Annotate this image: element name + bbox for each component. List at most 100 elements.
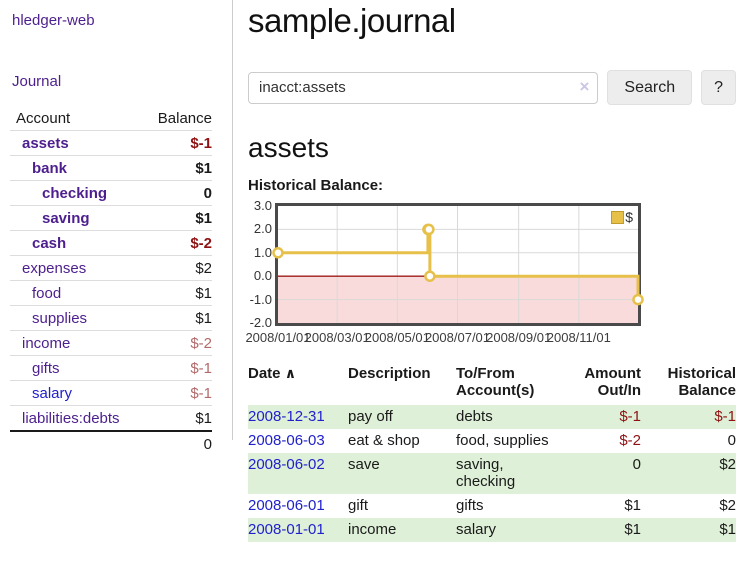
account-balance: $-2 [190,235,212,252]
historical-line1: Historical [667,365,736,382]
accounts-total-row: 0 [10,431,212,456]
txn-description: pay off [348,405,456,429]
accounts-table: Account Balance assets $-1 bank $1 check… [10,106,212,456]
txn-accounts: food, supplies [456,432,549,449]
legend-label: $ [625,209,633,225]
register-header-tofrom: To/From Account(s) [456,363,561,405]
account-link-salary[interactable]: salary [32,385,73,402]
tofrom-line1: To/From [456,365,515,382]
register-header-date[interactable]: Date ∧ [248,363,348,405]
historical-line2: Balance [678,382,736,399]
txn-date-link[interactable]: 2008-01-01 [248,521,325,538]
search-box: × [248,71,599,104]
account-heading: assets [248,132,329,163]
table-row: 2008-06-03 eat & shop food, supplies $-2… [248,429,736,453]
page-title: sample.journal [248,2,456,39]
table-row: salary $-1 [10,380,212,406]
account-balance: $1 [195,210,212,227]
register-header-description: Description [348,365,431,382]
account-link-supplies[interactable]: supplies [32,310,88,327]
txn-amount: $-2 [619,432,641,449]
y-axis-tick-label: -1.0 [249,291,272,307]
chart-label: Historical Balance: [248,177,384,194]
account-link-saving[interactable]: saving [42,210,90,227]
register-header-row: Date ∧ Description To/From Account(s) Am… [248,363,736,405]
accounts-header-row: Account Balance [10,106,212,131]
txn-description: income [348,518,456,542]
txn-date-link[interactable]: 2008-06-02 [248,456,325,473]
account-link-checking[interactable]: checking [42,185,108,202]
account-balance: $1 [195,285,212,302]
x-axis-tick-label: 2008/07/01 [424,330,491,345]
txn-date-link[interactable]: 2008-12-31 [248,408,325,425]
y-axis-tick-label: 1.0 [253,244,272,260]
account-link-bank[interactable]: bank [32,160,68,177]
txn-accounts: salary [456,518,561,542]
app-title-link[interactable]: hledger-web [12,12,95,29]
search-form: × Search ? [248,70,736,105]
table-row: checking 0 [10,180,212,206]
help-button[interactable]: ? [701,70,736,105]
sidebar-item-journal[interactable]: Journal [12,73,62,90]
search-button[interactable]: Search [607,70,693,105]
accounts-header-account: Account [16,110,71,127]
table-row: supplies $1 [10,305,212,331]
y-axis-tick-label: 0.0 [253,268,272,284]
account-link-expenses[interactable]: expenses [22,260,87,277]
x-axis-tick-label: 2008/09/01 [486,330,552,345]
search-input[interactable] [248,71,599,104]
txn-amount: $-1 [561,405,641,429]
account-link-assets[interactable]: assets [22,135,69,152]
txn-balance: $2 [719,497,736,514]
tofrom-line2: Account(s) [456,382,535,399]
historical-balance-chart: $ 3.0 2.0 1.0 0.0 -1.0 -2.0 2008/01/01 2008/03/… [245,198,668,346]
chart-legend: $ [611,209,633,225]
table-row: assets $-1 [10,130,212,156]
chart-canvas [272,206,644,323]
table-row: 2008-06-01 gift gifts $1 $2 [248,494,736,518]
accounts-header-balance: Balance [157,110,212,127]
sidebar: hledger-web Journal Account Balance asse… [0,0,233,466]
table-row: liabilities:debts $1 [10,405,212,432]
x-axis-tick-label: 2008/05/01 [364,330,430,345]
account-balance: $-2 [190,335,212,352]
account-link-gifts[interactable]: gifts [32,360,60,377]
table-row: food $1 [10,280,212,306]
txn-date-link[interactable]: 2008-06-01 [248,497,325,514]
txn-amount: $1 [561,518,641,542]
x-axis-tick-label: 2008/11/01 [546,330,611,345]
main-content: sample.journal × Search ? assets Histori… [245,0,736,542]
txn-balance: $1 [641,518,736,542]
account-balance: $1 [195,160,212,177]
table-row: 2008-12-31 pay off debts $-1 $-1 [248,405,736,429]
sidebar-divider [232,0,233,440]
account-link-food[interactable]: food [32,285,62,302]
table-row: cash $-2 [10,230,212,256]
sort-ascending-icon: ∧ [284,365,297,381]
txn-description: save [348,453,456,494]
account-balance: $-1 [190,360,212,377]
account-link-income[interactable]: income [22,335,71,352]
account-link-cash[interactable]: cash [32,235,67,252]
y-axis-tick-label: 2.0 [253,221,272,237]
table-row: 2008-06-02 save saving, checking 0 $2 [248,453,736,494]
accounts-total-value: 0 [203,436,212,453]
table-row: gifts $-1 [10,355,212,381]
chart-plot-area: $ [272,203,644,326]
account-link-liabilities-debts[interactable]: liabilities:debts [22,410,120,427]
clear-search-icon[interactable]: × [579,76,590,96]
table-row: expenses $2 [10,255,212,281]
txn-balance: $2 [641,453,736,494]
txn-balance: $-1 [641,405,736,429]
txn-amount: 0 [561,453,641,494]
amount-line1: Amount [584,365,641,382]
register-header-amount: Amount Out/In [561,363,641,405]
txn-date-link[interactable]: 2008-06-03 [248,432,325,449]
account-balance: $2 [195,260,212,277]
table-row: bank $1 [10,155,212,181]
account-balance: 0 [203,185,212,202]
txn-description: gift [348,497,369,514]
date-header-label: Date [248,365,281,382]
txn-balance: 0 [727,432,736,449]
legend-swatch-icon [611,211,625,224]
